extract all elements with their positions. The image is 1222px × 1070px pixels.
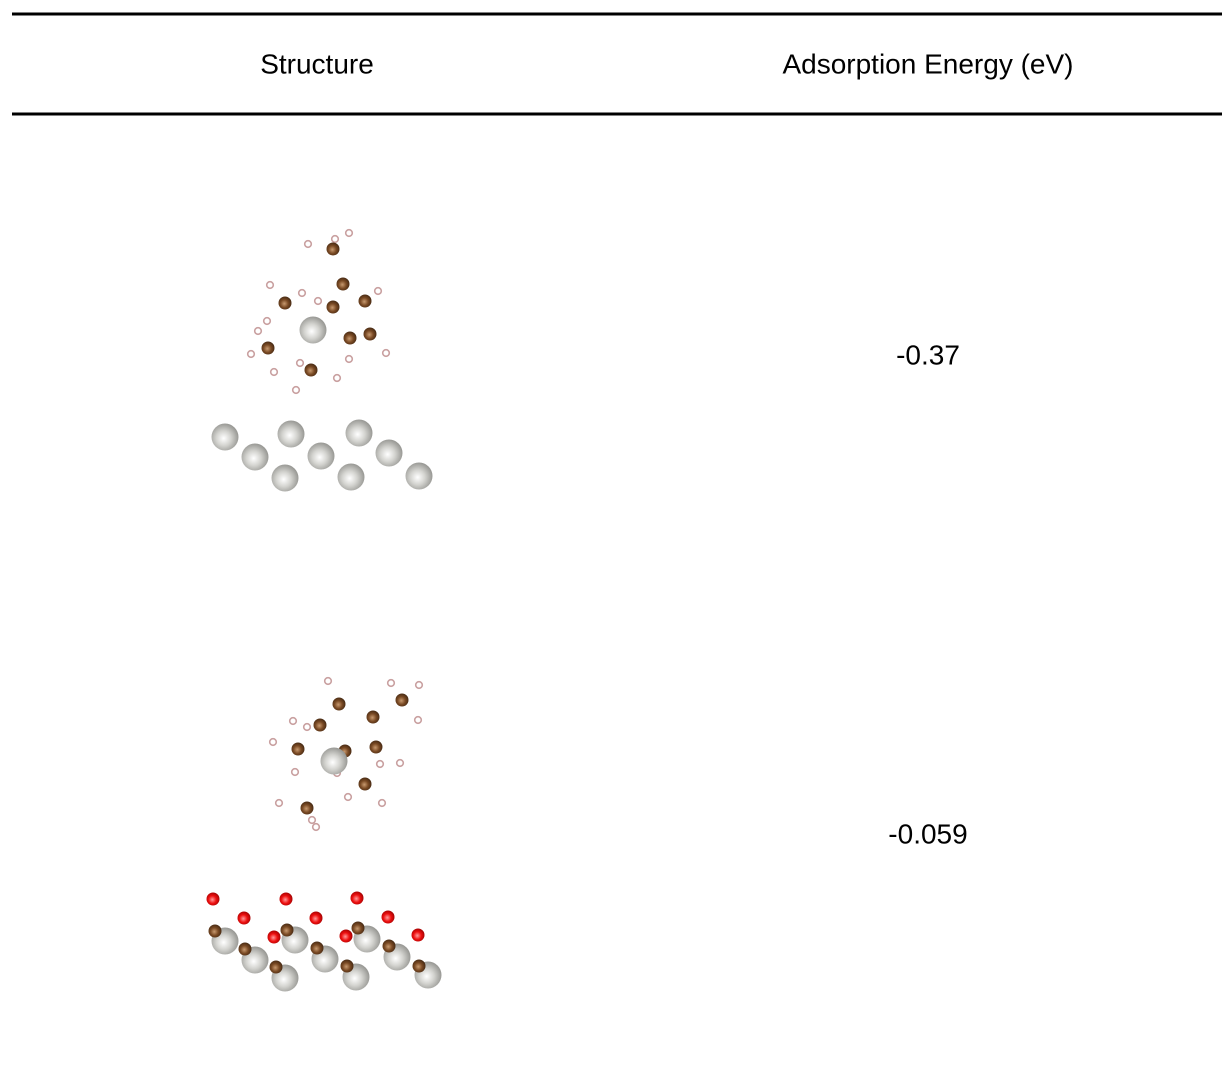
carbon-atom: [301, 802, 314, 815]
hydrogen-atom: [270, 739, 277, 746]
hydrogen-atom: [309, 817, 316, 824]
carbon-atom: [279, 297, 292, 310]
hydrogen-atom: [334, 375, 341, 382]
header-cell: Structure: [260, 48, 374, 79]
oxygen-atom: [382, 911, 395, 924]
carbon-atom: [352, 922, 365, 935]
carbon-atom: [305, 364, 318, 377]
energy-cell: -0.059: [888, 818, 967, 849]
hydrogen-atom: [332, 236, 339, 243]
hydrogen-atom: [297, 360, 304, 367]
header-cell: Adsorption Energy (eV): [782, 48, 1073, 79]
carbon-atom: [337, 278, 350, 291]
oxygen-atom: [268, 931, 281, 944]
hydrogen-atom: [375, 288, 382, 295]
carbon-atom: [370, 741, 383, 754]
carbon-atom: [327, 243, 340, 256]
metal-atom: [272, 465, 299, 492]
metal-atom: [346, 420, 373, 447]
hydrogen-atom: [379, 800, 386, 807]
carbon-atom: [383, 940, 396, 953]
hydrogen-atom: [299, 290, 306, 297]
hydrogen-atom: [304, 724, 311, 731]
hydrogen-atom: [305, 241, 312, 248]
carbon-atom: [327, 301, 340, 314]
hydrogen-atom: [346, 230, 353, 237]
carbon-atom: [292, 743, 305, 756]
hydrogen-atom: [416, 682, 423, 689]
carbon-atom: [413, 960, 426, 973]
carbon-atom: [239, 943, 252, 956]
hydrogen-atom: [292, 769, 299, 776]
hydrogen-atom: [325, 678, 332, 685]
metal-atom: [300, 317, 327, 344]
oxygen-atom: [340, 930, 353, 943]
metal-atom: [321, 748, 348, 775]
carbon-atom: [341, 960, 354, 973]
table: Structure Adsorption Energy (eV) -0.37 -…: [0, 0, 1222, 1070]
hydrogen-atom: [346, 356, 353, 363]
hydrogen-atom: [271, 369, 278, 376]
carbon-atom: [364, 328, 377, 341]
oxygen-atom: [412, 929, 425, 942]
energy-cell: -0.37: [896, 339, 960, 370]
carbon-atom: [281, 924, 294, 937]
metal-atom: [376, 440, 403, 467]
carbon-atom: [396, 694, 409, 707]
carbon-atom: [311, 942, 324, 955]
carbon-atom: [314, 719, 327, 732]
oxygen-atom: [280, 893, 293, 906]
hydrogen-atom: [377, 761, 384, 768]
carbon-atom: [367, 711, 380, 724]
hydrogen-atom: [415, 717, 422, 724]
carbon-atom: [209, 925, 222, 938]
oxygen-atom: [310, 912, 323, 925]
oxygen-atom: [351, 892, 364, 905]
carbon-atom: [333, 698, 346, 711]
hydrogen-atom: [248, 351, 255, 358]
structure-image: [207, 678, 442, 992]
carbon-atom: [270, 961, 283, 974]
carbon-atom: [262, 342, 275, 355]
oxygen-atom: [238, 912, 251, 925]
hydrogen-atom: [388, 680, 395, 687]
hydrogen-atom: [383, 350, 390, 357]
metal-atom: [406, 463, 433, 490]
hydrogen-atom: [276, 800, 283, 807]
hydrogen-atom: [293, 387, 300, 394]
hydrogen-atom: [290, 718, 297, 725]
metal-atom: [212, 424, 239, 451]
metal-atom: [308, 443, 335, 470]
hydrogen-atom: [255, 328, 262, 335]
hydrogen-atom: [397, 760, 404, 767]
metal-atom: [242, 444, 269, 471]
structure-image: [212, 230, 433, 492]
hydrogen-atom: [264, 318, 271, 325]
metal-atom: [338, 464, 365, 491]
hydrogen-atom: [315, 298, 322, 305]
hydrogen-atom: [345, 794, 352, 801]
carbon-atom: [344, 332, 357, 345]
page: {"table": {"header": ["Structure", "Adso…: [0, 0, 1222, 1070]
metal-atom: [278, 421, 305, 448]
oxygen-atom: [207, 893, 220, 906]
carbon-atom: [359, 295, 372, 308]
hydrogen-atom: [313, 824, 320, 831]
hydrogen-atom: [267, 282, 274, 289]
carbon-atom: [359, 778, 372, 791]
